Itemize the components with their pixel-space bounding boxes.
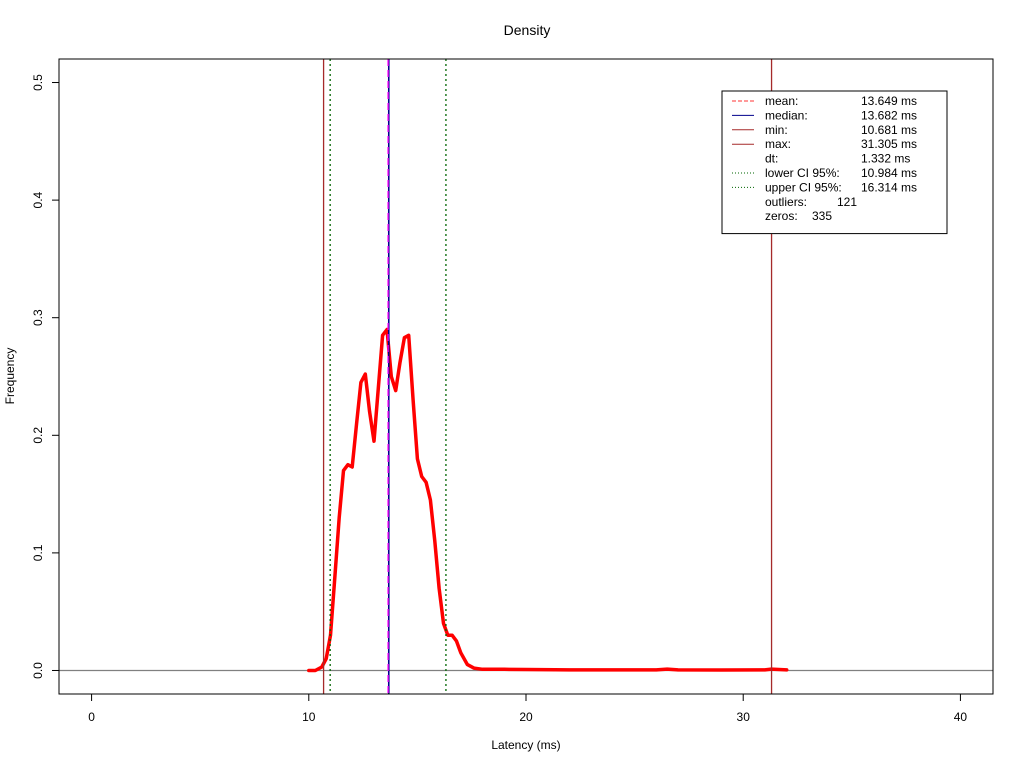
legend-label: min: xyxy=(765,123,788,137)
legend-value: 10.984 ms xyxy=(861,166,917,180)
plot-frame xyxy=(58,58,994,695)
y-tick-label: 0.1 xyxy=(31,544,45,561)
y-tick-label: 0.0 xyxy=(31,662,45,679)
legend-value: 31.305 ms xyxy=(861,137,917,151)
x-tick-label: 10 xyxy=(302,710,316,724)
legend-value: 13.649 ms xyxy=(861,94,917,108)
density-curve xyxy=(307,327,789,673)
legend-label: mean: xyxy=(765,94,798,108)
legend-label: upper CI 95%: xyxy=(765,180,842,194)
y-axis-title: Frequency xyxy=(3,348,17,405)
legend-value: 10.681 ms xyxy=(861,123,917,137)
y-tick-label: 0.5 xyxy=(31,74,45,91)
legend-value: 1.332 ms xyxy=(861,152,910,166)
y-tick-label: 0.4 xyxy=(31,191,45,208)
chart-title: Density xyxy=(504,22,551,38)
legend-value: 16.314 ms xyxy=(861,180,917,194)
x-axis: 0 10 20 30 40 xyxy=(88,693,968,724)
x-tick-label: 30 xyxy=(737,710,751,724)
y-axis: 0.0 0.1 0.2 0.3 0.4 0.5 xyxy=(31,74,60,679)
legend-label: dt: xyxy=(765,152,778,166)
y-tick-label: 0.2 xyxy=(31,427,45,444)
legend-label: outliers: xyxy=(765,195,807,209)
legend-value: 121 xyxy=(837,195,857,209)
x-axis-title: Latency (ms) xyxy=(491,738,560,752)
legend-value: 13.682 ms xyxy=(861,108,917,122)
legend-label: median: xyxy=(765,108,808,122)
legend-value: 335 xyxy=(812,209,832,223)
x-tick-label: 20 xyxy=(519,710,533,724)
legend-label: zeros: xyxy=(765,209,798,223)
legend-label: max: xyxy=(765,137,791,151)
x-tick-label: 0 xyxy=(88,710,95,724)
legend-box xyxy=(721,90,948,235)
x-tick-label: 40 xyxy=(954,710,968,724)
legend: mean: 13.649 ms median: 13.682 ms min: 10.681… xyxy=(721,90,948,235)
legend-label: lower CI 95%: xyxy=(765,166,840,180)
plot-area xyxy=(59,59,993,694)
y-tick-label: 0.3 xyxy=(31,309,45,326)
